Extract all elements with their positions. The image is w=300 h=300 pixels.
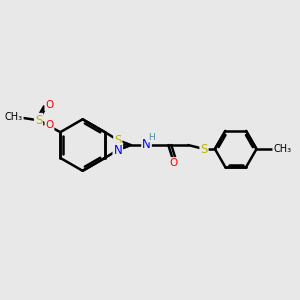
Text: O: O — [45, 100, 53, 110]
Text: S: S — [35, 114, 42, 127]
Text: S: S — [114, 134, 122, 147]
Text: N: N — [142, 138, 151, 151]
Text: CH₃: CH₃ — [273, 144, 291, 154]
Text: S: S — [200, 142, 208, 155]
Text: N: N — [113, 143, 122, 157]
Text: H: H — [148, 133, 155, 142]
Text: O: O — [45, 120, 53, 130]
Text: O: O — [169, 158, 177, 168]
Text: CH₃: CH₃ — [5, 112, 23, 122]
